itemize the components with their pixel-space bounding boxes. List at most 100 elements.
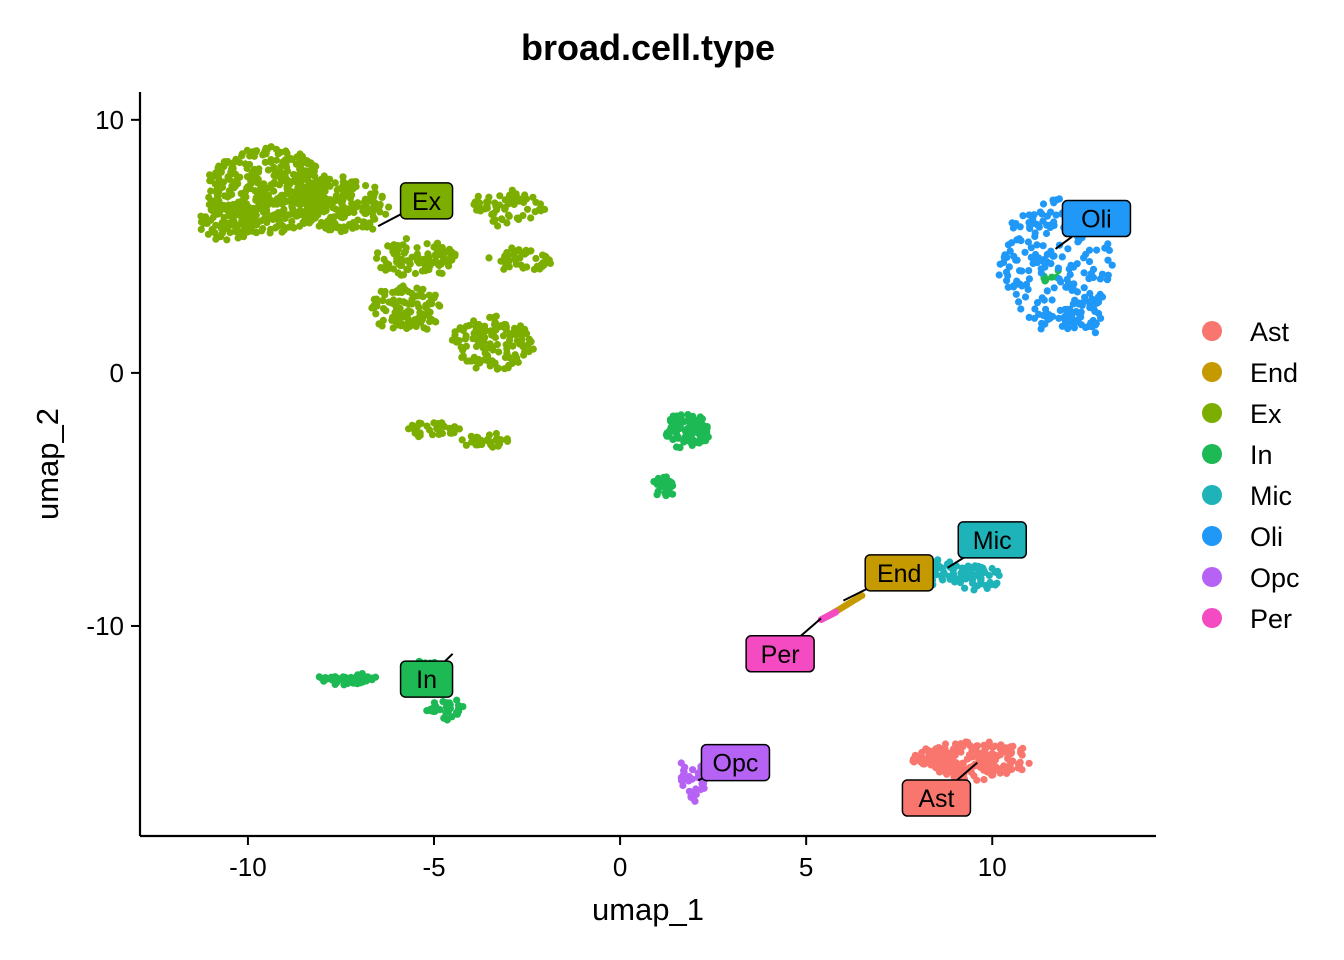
point — [413, 244, 421, 252]
point — [1073, 308, 1081, 316]
point — [320, 677, 328, 685]
point — [225, 191, 234, 199]
point — [1061, 319, 1070, 327]
point — [411, 269, 419, 278]
point — [267, 158, 275, 166]
point — [509, 342, 517, 350]
point — [977, 574, 985, 582]
point — [696, 424, 704, 432]
label-box — [1061, 199, 1132, 238]
point — [1000, 747, 1008, 755]
point — [261, 158, 269, 166]
label-box — [957, 521, 1027, 559]
point — [508, 186, 516, 194]
point — [1104, 256, 1112, 264]
point — [529, 193, 537, 201]
point — [394, 288, 402, 296]
point — [459, 326, 467, 335]
point — [685, 425, 693, 433]
legend-swatch — [1202, 321, 1222, 341]
point — [495, 348, 503, 356]
cluster-label-ast: Ast — [901, 761, 979, 817]
point — [261, 147, 269, 156]
point — [243, 216, 252, 224]
point — [1013, 236, 1021, 244]
point — [440, 714, 448, 722]
point — [691, 790, 699, 798]
point — [495, 323, 503, 331]
point — [655, 475, 663, 483]
point — [360, 218, 368, 226]
point — [333, 186, 341, 194]
point — [272, 145, 280, 153]
point — [1019, 744, 1027, 753]
point — [207, 201, 215, 209]
legend-item-ex: Ex — [1202, 399, 1282, 429]
point — [341, 192, 349, 200]
point — [1056, 306, 1064, 314]
point — [250, 208, 258, 217]
point — [680, 438, 688, 446]
point — [1004, 272, 1012, 280]
point — [1086, 289, 1094, 298]
point — [699, 780, 708, 788]
point — [501, 252, 509, 260]
point — [209, 207, 217, 215]
legend-label: Mic — [1250, 481, 1292, 511]
point — [488, 357, 496, 365]
point — [696, 436, 704, 444]
point — [248, 176, 256, 184]
point — [433, 239, 442, 247]
point — [451, 331, 459, 339]
point — [502, 323, 510, 331]
point — [432, 318, 440, 326]
point — [938, 745, 946, 753]
point — [497, 436, 505, 444]
point — [1037, 265, 1045, 273]
point — [1048, 273, 1056, 281]
point — [1069, 300, 1077, 308]
legend-swatch — [1202, 526, 1222, 546]
point — [1103, 276, 1111, 284]
point — [493, 365, 501, 373]
label-box — [901, 779, 972, 817]
point — [505, 263, 513, 271]
point — [227, 168, 235, 176]
point — [203, 219, 211, 227]
point — [486, 340, 494, 348]
cluster-label-mic: Mic — [947, 521, 1027, 569]
point — [1019, 212, 1027, 220]
point — [415, 292, 423, 300]
point — [272, 156, 280, 164]
point — [454, 705, 463, 713]
point — [373, 254, 381, 262]
point — [470, 317, 478, 325]
point — [264, 166, 272, 174]
point — [442, 709, 450, 717]
point — [683, 417, 691, 425]
point — [944, 765, 952, 773]
point — [1008, 219, 1016, 227]
point — [470, 329, 478, 337]
point — [217, 168, 225, 176]
point — [666, 416, 675, 424]
point — [969, 579, 977, 587]
legend-swatch — [1202, 362, 1222, 382]
point — [326, 182, 334, 190]
point — [242, 205, 250, 213]
point — [438, 419, 446, 427]
point — [980, 776, 988, 784]
point — [930, 757, 938, 765]
point — [385, 203, 393, 211]
point — [689, 766, 697, 774]
point — [1043, 250, 1051, 259]
point — [382, 210, 390, 218]
point — [284, 156, 292, 164]
point — [211, 229, 219, 237]
point — [339, 178, 347, 186]
point — [947, 751, 956, 760]
point — [939, 576, 947, 584]
point — [1058, 253, 1066, 261]
point — [483, 204, 491, 212]
point — [983, 743, 991, 751]
